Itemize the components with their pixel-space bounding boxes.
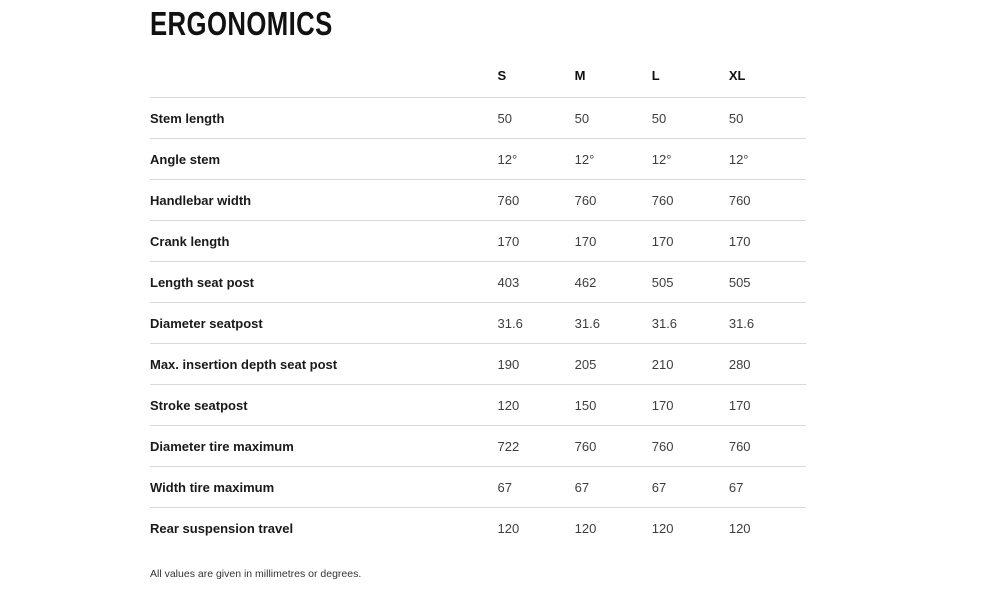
table-row: Length seat post 403 462 505 505 xyxy=(150,261,806,303)
spec-value-s: 31.6 xyxy=(497,302,575,344)
spec-value-m: 12° xyxy=(574,138,652,180)
spec-row-label: Stroke seatpost xyxy=(150,384,498,426)
size-header-row: S M L XL xyxy=(150,68,806,98)
table-row: Diameter tire maximum 722 760 760 760 xyxy=(150,425,806,467)
spec-value-l: 170 xyxy=(651,220,729,262)
spec-value-xl: 170 xyxy=(728,220,806,262)
spec-value-xl: 760 xyxy=(728,179,806,221)
spec-row-label: Diameter seatpost xyxy=(150,302,498,344)
spec-value-m: 170 xyxy=(574,220,652,262)
size-column-header-s: S xyxy=(497,68,575,98)
size-column-header-m: M xyxy=(574,68,652,98)
units-footnote: All values are given in millimetres or d… xyxy=(150,568,362,580)
spec-value-m: 50 xyxy=(574,97,652,139)
table-row: Stem length 50 50 50 50 xyxy=(150,97,806,139)
spec-value-s: 50 xyxy=(497,97,575,139)
spec-value-l: 31.6 xyxy=(651,302,729,344)
spec-row-label: Diameter tire maximum xyxy=(150,425,498,467)
spec-value-s: 722 xyxy=(497,425,575,467)
spec-value-xl: 12° xyxy=(728,138,806,180)
spec-value-xl: 760 xyxy=(728,425,806,467)
spec-value-m: 150 xyxy=(574,384,652,426)
ergonomics-section: ERGONOMICS S M L XL Stem length 50 50 50 50 Angl… xyxy=(150,6,806,581)
spec-value-m: 760 xyxy=(574,425,652,467)
spec-value-m: 462 xyxy=(574,261,652,303)
table-row: Crank length 170 170 170 170 xyxy=(150,220,806,262)
spec-value-xl: 31.6 xyxy=(728,302,806,344)
table-row: Angle stem 12° 12° 12° 12° xyxy=(150,138,806,180)
table-row: Stroke seatpost 120 150 170 170 xyxy=(150,384,806,426)
spec-value-xl: 280 xyxy=(728,343,806,385)
spec-value-l: 210 xyxy=(651,343,729,385)
ergonomics-table: S M L XL Stem length 50 50 50 50 Angle stem 12° 12… xyxy=(150,68,806,548)
table-header: S M L XL xyxy=(150,68,806,98)
spec-value-l: 505 xyxy=(651,261,729,303)
spec-column-header-empty xyxy=(150,68,498,98)
spec-value-l: 120 xyxy=(651,520,674,536)
spec-value-xl: 505 xyxy=(728,261,806,303)
spec-row-label: Length seat post xyxy=(150,261,498,303)
size-column-header-l: L xyxy=(651,68,729,98)
table-row: Handlebar width 760 760 760 760 xyxy=(150,179,806,221)
spec-value-xl: 50 xyxy=(728,97,806,139)
spec-value-s: 120 xyxy=(497,384,575,426)
spec-value-xl: 67 xyxy=(728,466,806,508)
spec-value-s: 403 xyxy=(497,261,575,303)
size-column-header-xl: XL xyxy=(728,68,806,98)
spec-value-s: 120 xyxy=(497,520,520,536)
table-row: Rear suspension travel 120 120 120 120 xyxy=(150,508,806,549)
spec-row-label: Angle stem xyxy=(150,138,498,180)
spec-value-m: 120 xyxy=(574,520,597,536)
spec-value-l: 760 xyxy=(651,425,729,467)
spec-value-m: 205 xyxy=(574,343,652,385)
spec-value-m: 67 xyxy=(574,466,652,508)
spec-row-label: Max. insertion depth seat post xyxy=(150,343,498,385)
spec-value-s: 67 xyxy=(497,466,575,508)
table-row: Max. insertion depth seat post 190 205 210 2… xyxy=(150,343,806,385)
spec-value-s: 190 xyxy=(497,343,575,385)
table-body: Stem length 50 50 50 50 Angle stem 12° 12° 12° 12… xyxy=(150,97,806,549)
spec-value-xl: 170 xyxy=(728,384,806,426)
spec-value-l: 170 xyxy=(651,384,729,426)
table-row: Width tire maximum 67 67 67 67 xyxy=(150,466,806,508)
spec-value-m: 31.6 xyxy=(574,302,652,344)
spec-value-l: 12° xyxy=(651,138,729,180)
spec-row-label: Handlebar width xyxy=(150,179,498,221)
spec-value-s: 170 xyxy=(497,220,575,262)
spec-value-xl: 120 xyxy=(728,520,751,536)
spec-value-m: 760 xyxy=(574,179,652,221)
spec-value-s: 760 xyxy=(497,179,575,221)
spec-value-l: 760 xyxy=(651,179,729,221)
spec-value-s: 12° xyxy=(497,138,575,180)
spec-row-label: Width tire maximum xyxy=(150,466,498,508)
table-row: Diameter seatpost 31.6 31.6 31.6 31.6 xyxy=(150,302,806,344)
spec-row-label: Rear suspension travel xyxy=(150,520,294,536)
spec-value-l: 50 xyxy=(651,97,729,139)
spec-row-label: Crank length xyxy=(150,220,498,262)
spec-value-l: 67 xyxy=(651,466,729,508)
spec-row-label: Stem length xyxy=(150,97,498,139)
page-title: ERGONOMICS xyxy=(150,5,333,42)
